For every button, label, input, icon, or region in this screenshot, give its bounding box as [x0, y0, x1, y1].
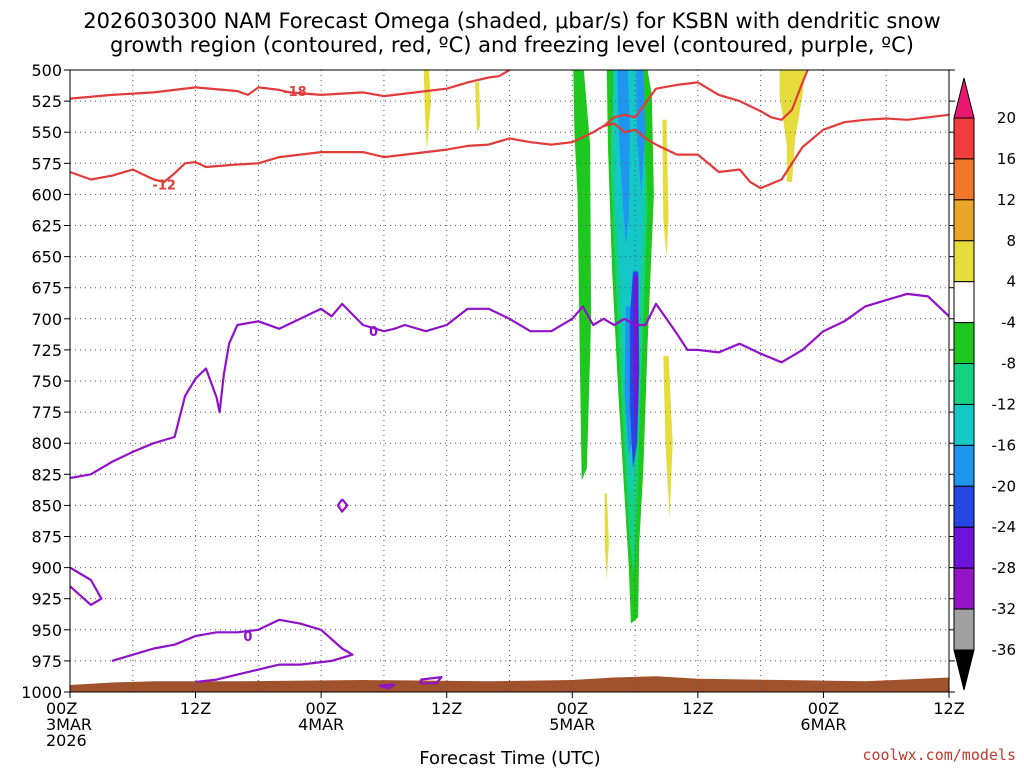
y-tick-label: 500 — [31, 61, 62, 80]
y-tick-label: 1000 — [21, 683, 62, 702]
plot-area — [70, 70, 949, 692]
omega-shade-11 — [662, 119, 669, 257]
colorbar: 20 16 12 8 4 -4 -8 -12 -16 -20 -24 -28 -32 -36 — [953, 77, 1017, 691]
colorbar-swatch — [953, 444, 975, 487]
colorbar-swatch — [953, 608, 975, 651]
colorbar-swatch — [953, 322, 975, 365]
y-tick-label: 975 — [31, 652, 62, 671]
x-tick-label: 00Z — [305, 699, 336, 718]
colorbar-swatch — [953, 485, 975, 528]
y-tick-label: 725 — [31, 341, 62, 360]
dgz-contour-1 — [70, 113, 949, 190]
y-tick-label: 900 — [31, 559, 62, 578]
colorbar-swatch — [953, 117, 975, 160]
x-tick-label: 00Z — [808, 699, 839, 718]
colorbar-swatch — [953, 158, 975, 201]
dgz-contour-0 — [70, 70, 511, 100]
omega-shade-3 — [613, 70, 645, 506]
colorbar-swatch — [953, 363, 975, 405]
omega-shade-12 — [663, 356, 673, 518]
x-tick-label: 3MAR — [46, 715, 92, 734]
y-tick-label: 800 — [31, 434, 62, 453]
grid — [69, 69, 950, 693]
y-tick-label: 625 — [31, 217, 62, 236]
colorbar-swatch — [953, 281, 975, 324]
title-line-1: 2026030300 NAM Forecast Omega (shaded, μ… — [83, 9, 940, 33]
freezing-contour-0 — [70, 292, 949, 480]
x-tick-label: 00Z — [46, 699, 77, 718]
freezing-contour-4 — [419, 676, 443, 685]
x-tick-label: 00Z — [557, 699, 588, 718]
colorbar-label: 8 — [1006, 232, 1016, 250]
dgz-contour-label: -12 — [152, 178, 176, 193]
x-tick-label: 12Z — [933, 699, 964, 718]
colorbar-label: 20 — [997, 109, 1016, 127]
y-tick-label: 575 — [31, 154, 62, 173]
colorbar-label: -32 — [992, 600, 1017, 618]
y-tick-label: 700 — [31, 310, 62, 329]
freezing-contour-2 — [111, 618, 354, 684]
y-tick-label: 850 — [31, 496, 62, 515]
colorbar-swatch — [953, 526, 975, 569]
y-tick-label: 950 — [31, 621, 62, 640]
colorbar-label: -20 — [992, 477, 1017, 495]
axes: 500 525 550 575 600 625 650 675 700 725 750 775 800 8… — [21, 61, 964, 750]
colorbar-top-triangle — [953, 77, 975, 119]
contours: -18 -12 0 0 — [70, 70, 949, 690]
freezing-contour-3 — [336, 498, 349, 513]
x-axis-title: Forecast Time (UTC) — [419, 748, 600, 768]
y-tick-label: 650 — [31, 248, 62, 267]
freezing-contour-5 — [378, 683, 396, 690]
colorbar-swatch — [953, 403, 975, 446]
colorbar-label: -12 — [992, 395, 1017, 413]
colorbar-swatch — [953, 567, 975, 610]
dgz-contour-2 — [602, 70, 809, 127]
x-tick-label: 12Z — [180, 699, 211, 718]
y-tick-label: 750 — [31, 372, 62, 391]
x-tick-label: 12Z — [431, 699, 462, 718]
colorbar-label: 12 — [997, 191, 1016, 209]
y-tick-label: 825 — [31, 465, 62, 484]
x-tick-label: 6MAR — [800, 715, 846, 734]
x-tick-label: 5MAR — [549, 715, 595, 734]
y-tick-label: 775 — [31, 403, 62, 422]
omega-shade-4 — [617, 70, 630, 245]
colorbar-label: -24 — [992, 518, 1017, 536]
colorbar-swatch — [953, 199, 975, 242]
colorbar-label: -28 — [992, 559, 1017, 577]
y-tick-label: 875 — [31, 528, 62, 547]
x-tick-label: 12Z — [682, 699, 713, 718]
title-line-2: growth region (contoured, red, ºC) and f… — [110, 33, 914, 57]
freezing-contour-label: 0 — [243, 630, 252, 645]
colorbar-label: -36 — [992, 641, 1017, 659]
freezing-contour-label: 0 — [369, 325, 378, 340]
y-tick-label: 600 — [31, 185, 62, 204]
y-tick-label: 675 — [31, 279, 62, 298]
omega-shade-14 — [779, 70, 806, 182]
omega-shade-9 — [423, 70, 431, 151]
y-tick-label: 525 — [31, 92, 62, 111]
chart-title: 2026030300 NAM Forecast Omega (shaded, μ… — [83, 9, 940, 57]
y-tick-label: 550 — [31, 123, 62, 142]
omega-shade-13 — [604, 493, 609, 580]
x-tick-label: 2026 — [46, 731, 87, 750]
x-tick-label: 4MAR — [298, 715, 344, 734]
colorbar-label: 4 — [1006, 273, 1016, 291]
colorbar-swatch — [953, 240, 975, 283]
credit-link[interactable]: coolwx.com/models — [862, 746, 1016, 764]
omega-shade-8 — [633, 275, 639, 437]
omega-shade-0 — [573, 70, 592, 481]
colorbar-label: -16 — [992, 436, 1017, 454]
y-tick-label: 925 — [31, 590, 62, 609]
omega-shade-10 — [475, 82, 481, 133]
colorbar-bottom-triangle — [953, 649, 975, 691]
colorbar-label: -8 — [1001, 355, 1016, 373]
ground-fill — [70, 676, 949, 692]
freezing-contour-1 — [70, 566, 103, 606]
colorbar-label: -4 — [1001, 314, 1016, 332]
dgz-contour-label: -18 — [283, 85, 307, 100]
colorbar-label: 16 — [997, 150, 1016, 168]
